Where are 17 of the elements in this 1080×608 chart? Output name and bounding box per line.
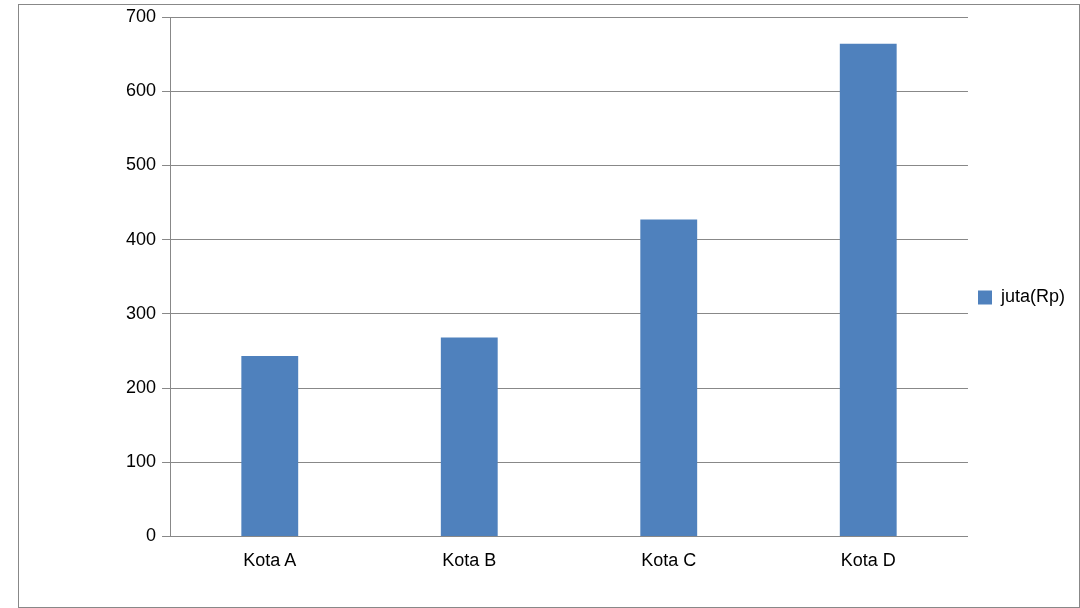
y-tick-label: 100 — [125, 451, 157, 472]
y-tick-label: 700 — [125, 5, 157, 26]
bar — [839, 43, 897, 536]
x-tick-label: Kota C — [641, 550, 697, 571]
bar — [640, 219, 698, 536]
bar — [440, 337, 498, 536]
x-tick-label: Kota B — [442, 550, 497, 571]
y-tick-label: 400 — [125, 228, 157, 249]
y-tick-label: 200 — [125, 376, 157, 397]
y-tick-label: 0 — [146, 525, 157, 546]
legend-label: juta(Rp) — [999, 286, 1066, 307]
bar — [241, 356, 299, 536]
y-tick-label: 300 — [125, 302, 157, 323]
y-tick-label: 500 — [125, 154, 157, 175]
y-tick-label: 600 — [125, 80, 157, 101]
x-tick-label: Kota D — [840, 550, 896, 571]
x-tick-label: Kota A — [243, 550, 297, 571]
